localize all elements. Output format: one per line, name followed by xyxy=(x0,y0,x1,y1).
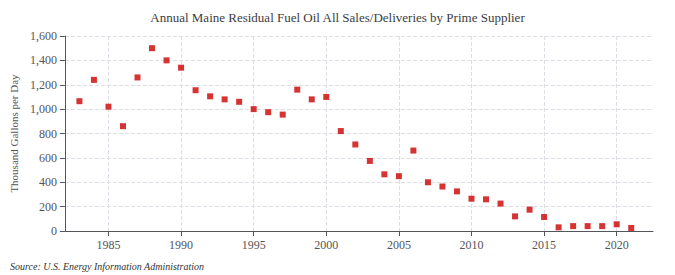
svg-text:800: 800 xyxy=(39,127,57,141)
svg-text:1,400: 1,400 xyxy=(30,53,57,67)
svg-text:400: 400 xyxy=(39,175,57,189)
svg-text:2005: 2005 xyxy=(387,238,411,252)
svg-text:1,000: 1,000 xyxy=(30,102,57,116)
svg-text:0: 0 xyxy=(51,224,57,238)
svg-text:Thousand Gallons per Day: Thousand Gallons per Day xyxy=(8,74,20,193)
svg-text:1985: 1985 xyxy=(96,238,120,252)
svg-text:2010: 2010 xyxy=(459,238,483,252)
svg-text:2015: 2015 xyxy=(532,238,556,252)
svg-text:2000: 2000 xyxy=(314,238,338,252)
svg-text:600: 600 xyxy=(39,151,57,165)
svg-text:1,600: 1,600 xyxy=(30,29,57,43)
svg-text:1,200: 1,200 xyxy=(30,78,57,92)
svg-text:1990: 1990 xyxy=(169,238,193,252)
svg-text:200: 200 xyxy=(39,200,57,214)
svg-text:2020: 2020 xyxy=(605,238,629,252)
svg-text:1995: 1995 xyxy=(242,238,266,252)
svg-text:Annual Maine Residual Fuel Oil: Annual Maine Residual Fuel Oil All Sales… xyxy=(150,10,525,25)
svg-text:Source: U.S. Energy Informatio: Source: U.S. Energy Information Administ… xyxy=(10,261,204,272)
